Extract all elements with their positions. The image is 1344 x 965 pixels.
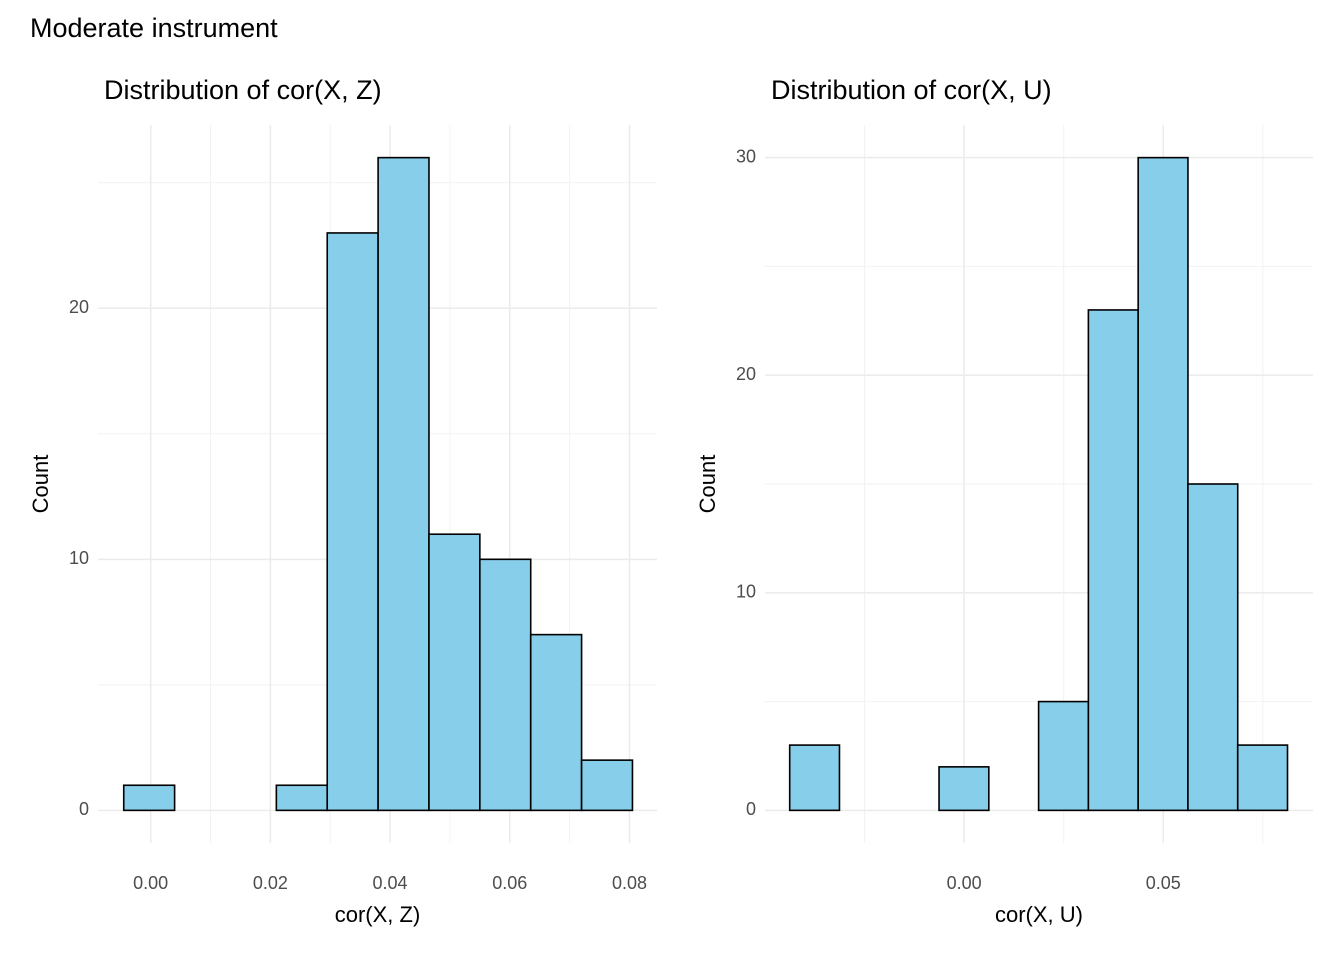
y-tick-label: 0	[79, 799, 89, 819]
x-tick-label: 0.04	[373, 873, 408, 893]
x-axis-title: cor(X, Z)	[335, 902, 421, 927]
bar	[1187, 483, 1239, 812]
bar	[122, 784, 176, 812]
bar	[580, 759, 634, 812]
x-tick-label: 0.08	[612, 873, 647, 893]
bar	[529, 633, 583, 812]
bar	[1137, 156, 1189, 812]
bar	[479, 558, 532, 812]
x-tick-label: 0.00	[133, 873, 168, 893]
y-tick-label: 0	[746, 799, 756, 819]
bar	[275, 784, 329, 812]
y-axis-title: Count	[695, 455, 720, 514]
bar	[1236, 744, 1289, 812]
bar	[1087, 309, 1139, 812]
x-tick-label: 0.00	[947, 873, 982, 893]
x-tick-label: 0.06	[492, 873, 527, 893]
y-tick-label: 20	[69, 297, 89, 317]
y-axis-title: Count	[28, 455, 53, 514]
y-tick-label: 10	[736, 582, 756, 602]
x-tick-label: 0.02	[253, 873, 288, 893]
x-tick-label: 0.05	[1146, 873, 1181, 893]
y-tick-label: 30	[736, 146, 756, 166]
bar	[788, 744, 841, 812]
bar	[377, 156, 430, 812]
bar	[1037, 700, 1090, 812]
panel-title: Distribution of cor(X, Z)	[104, 75, 382, 105]
x-axis-title: cor(X, U)	[995, 902, 1083, 927]
y-tick-label: 10	[69, 548, 89, 568]
page-title: Moderate instrument	[30, 13, 278, 43]
panel-title: Distribution of cor(X, U)	[771, 75, 1052, 105]
bar	[428, 533, 481, 812]
bar	[326, 232, 379, 812]
bar	[938, 766, 990, 812]
y-tick-label: 20	[736, 364, 756, 384]
